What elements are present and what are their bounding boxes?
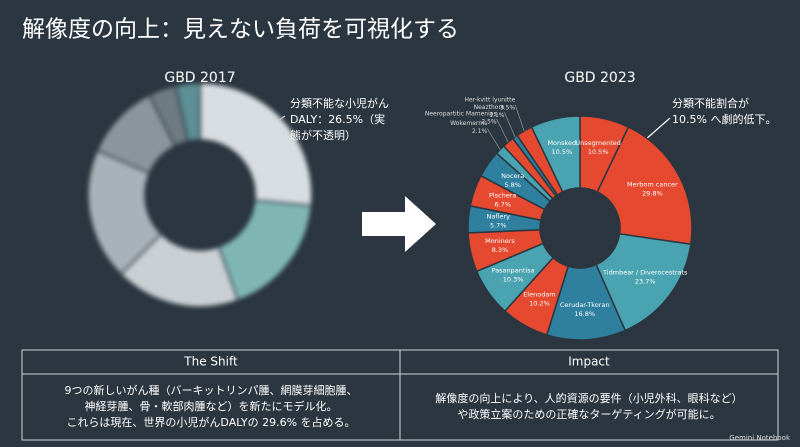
table-cell-line: 解像度の向上により、人的資源の要件（小児外科、眼科など） bbox=[435, 391, 742, 405]
slice-label: Wokemerms bbox=[450, 120, 487, 127]
chart-title: GBD 2017 bbox=[164, 70, 235, 86]
pie-slice bbox=[530, 115, 581, 193]
slice-value: 5.8% bbox=[504, 181, 521, 189]
leader-line bbox=[504, 112, 516, 137]
slice-value: 5.7% bbox=[490, 222, 507, 230]
table-header: The Shift bbox=[183, 355, 238, 369]
slice-label: Her-kvitt lyunitte bbox=[465, 96, 516, 103]
table-cell-line: や政策立案のための正確なターゲティングが可能に。 bbox=[457, 407, 720, 421]
slice-label: Pasanpantisa bbox=[492, 266, 535, 274]
slice-value: 10.5% bbox=[588, 148, 609, 156]
slice-label: Elenodam bbox=[523, 290, 555, 298]
pie-slice bbox=[87, 149, 163, 276]
slice-label: Naflery bbox=[487, 213, 511, 221]
leader-line bbox=[486, 128, 501, 150]
table-cell-line: これらは現在、世界の小児がんDALYの 29.6% を占める。 bbox=[66, 415, 355, 429]
slice-value: 10.3% bbox=[503, 275, 524, 283]
slice-label: Neazthore bbox=[474, 104, 505, 111]
pie-slice bbox=[174, 82, 201, 143]
footer: Gemini Notebook bbox=[729, 434, 791, 442]
annotation: DALY：26.5%（実 bbox=[290, 112, 385, 126]
leader-line bbox=[514, 104, 525, 132]
annotation: 10.5% へ劇的低下。 bbox=[672, 112, 776, 126]
table-cell-line: 神経芽腫、骨・軟部肉腫など）を新たにモデル化。 bbox=[85, 399, 338, 413]
slice-value: 23.7% bbox=[635, 278, 656, 286]
annotation: 分類不能な小児がん bbox=[290, 96, 389, 110]
arrow bbox=[362, 196, 436, 252]
slice-label: Unsegmented bbox=[575, 139, 621, 147]
annotation: 分類不能割合が bbox=[672, 96, 749, 110]
slice-value: 2.5% bbox=[481, 119, 497, 126]
slice-label: Tidmbear / Diverocestrats bbox=[602, 269, 688, 277]
slice-value: 16.8% bbox=[574, 310, 595, 318]
slice-value: 2.1% bbox=[472, 128, 488, 135]
slice-label: Cerudar-Tkoran bbox=[560, 301, 610, 309]
slice-value: 10.2% bbox=[529, 299, 550, 307]
leader-line bbox=[496, 118, 509, 143]
table-cell-line: 9つの新しいがん種（バーキットリンパ腫、網膜芽細胞腫、 bbox=[65, 383, 358, 397]
pie bbox=[87, 82, 313, 308]
slice-label: Moniners bbox=[485, 237, 515, 245]
slice-value: 6.7% bbox=[494, 201, 511, 209]
slice-label: Merbom cancer bbox=[627, 180, 678, 188]
slice-value: 3.5% bbox=[500, 104, 516, 111]
slice-value: 29.8% bbox=[642, 189, 663, 197]
annotation: 態が不透明） bbox=[290, 128, 356, 142]
slice-label: Neeropartitic Mamenias bbox=[425, 111, 497, 118]
chart-title: GBD 2023 bbox=[564, 70, 635, 86]
slice-value: 10.5% bbox=[551, 148, 572, 156]
pie bbox=[467, 115, 693, 341]
table-header: Impact bbox=[568, 355, 610, 369]
slice-label: Plschera bbox=[489, 192, 516, 200]
slice-value: 1.1% bbox=[489, 112, 505, 119]
slide-title: 解像度の向上：見えない負荷を可視化する bbox=[22, 17, 459, 43]
pie-slice bbox=[199, 82, 313, 207]
slice-value: 8.3% bbox=[492, 246, 509, 254]
pie-slice bbox=[595, 232, 692, 332]
annotation-pointer bbox=[644, 117, 671, 141]
slice-label: Nocera bbox=[501, 172, 524, 180]
pie-slice bbox=[596, 126, 693, 246]
slice-label: Monsked bbox=[547, 139, 576, 147]
